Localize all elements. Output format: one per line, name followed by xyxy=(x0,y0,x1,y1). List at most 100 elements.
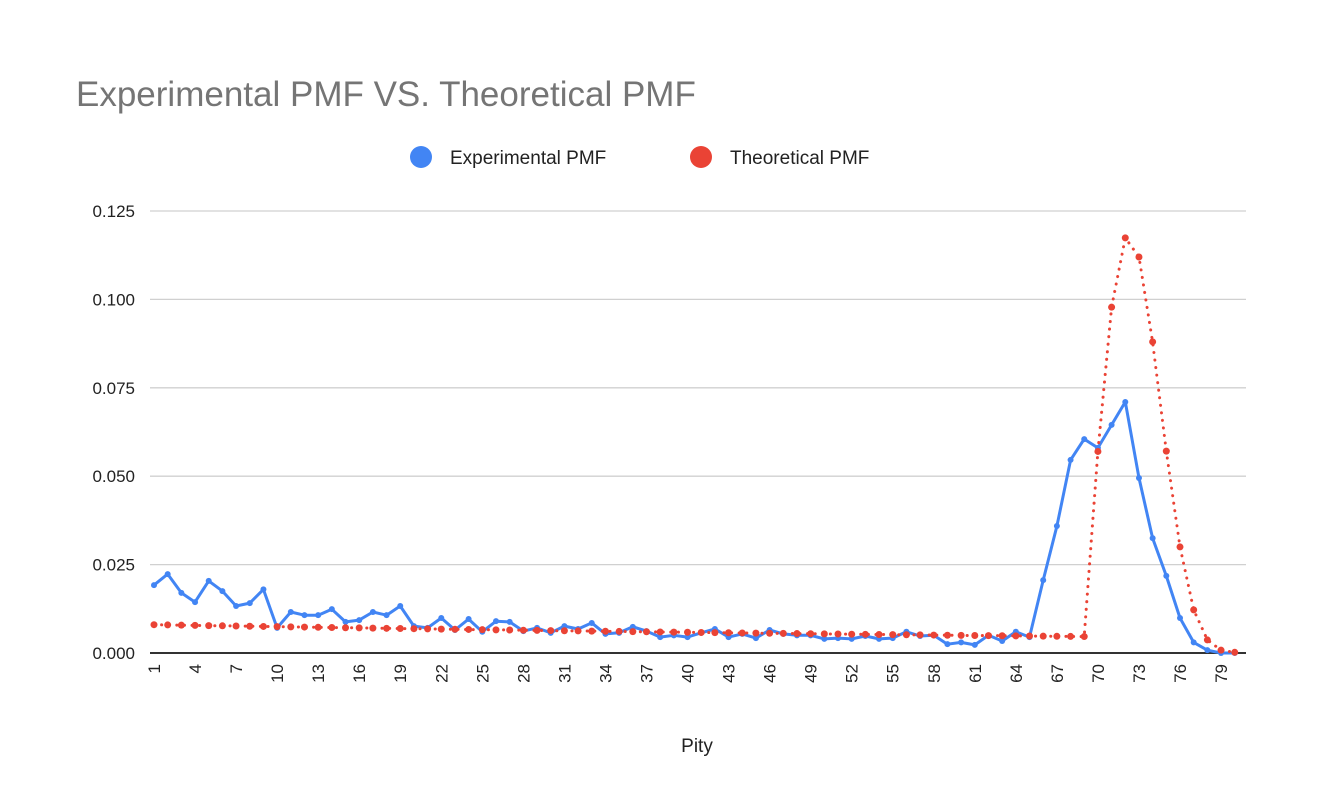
data-point-theoretical xyxy=(150,621,158,629)
data-point-theoretical xyxy=(629,628,637,636)
data-point-experimental xyxy=(821,635,828,642)
series-line-experimental xyxy=(152,400,1237,655)
data-point-theoretical xyxy=(752,629,760,637)
data-point-experimental xyxy=(178,589,185,596)
data-point-theoretical xyxy=(328,624,336,632)
data-point-theoretical xyxy=(670,628,678,636)
data-point-theoretical xyxy=(738,629,746,637)
data-point-experimental xyxy=(1067,456,1074,463)
data-point-theoretical xyxy=(492,626,500,634)
x-tick-label: 46 xyxy=(761,664,780,683)
data-point-experimental xyxy=(1149,535,1156,542)
data-point-theoretical xyxy=(916,631,924,639)
data-point-theoretical xyxy=(601,627,609,635)
data-point-experimental xyxy=(588,619,595,626)
y-tick-label: 0.100 xyxy=(92,290,135,309)
chart-title: Experimental PMF VS. Theoretical PMF xyxy=(76,75,696,114)
x-tick-label: 37 xyxy=(637,664,656,683)
data-point-theoretical xyxy=(519,626,527,634)
data-point-experimental xyxy=(1081,436,1088,443)
y-tick-label: 0.000 xyxy=(92,644,135,663)
data-point-experimental xyxy=(1108,421,1115,428)
data-point-theoretical xyxy=(259,622,267,630)
data-point-experimental xyxy=(328,606,335,613)
data-point-theoretical xyxy=(1231,648,1239,656)
data-point-theoretical xyxy=(560,627,568,635)
data-point-theoretical xyxy=(779,629,787,637)
x-tick-label: 58 xyxy=(925,664,944,683)
data-point-theoretical xyxy=(1026,632,1034,640)
data-point-theoretical xyxy=(1203,636,1211,644)
legend-item-theoretical[interactable]: Theoretical PMF xyxy=(690,146,869,169)
data-point-experimental xyxy=(493,618,499,625)
legend-label-theoretical: Theoretical PMF xyxy=(730,148,869,169)
data-point-theoretical xyxy=(711,629,719,637)
data-point-theoretical xyxy=(902,631,910,639)
data-point-theoretical xyxy=(1108,303,1116,311)
data-point-theoretical xyxy=(1121,234,1129,242)
data-point-theoretical xyxy=(1162,447,1170,455)
data-point-theoretical xyxy=(793,630,801,638)
data-point-theoretical xyxy=(1190,606,1198,614)
x-tick-label: 28 xyxy=(514,664,533,683)
x-tick-label: 52 xyxy=(843,664,862,683)
data-point-experimental xyxy=(971,641,978,648)
data-point-theoretical xyxy=(396,624,404,632)
data-point-theoretical xyxy=(1039,632,1047,640)
x-tick-label: 19 xyxy=(391,664,410,683)
x-tick-label: 22 xyxy=(432,664,451,683)
data-point-experimental xyxy=(369,608,376,615)
x-tick-label: 1 xyxy=(145,664,164,673)
data-point-theoretical xyxy=(191,621,199,629)
data-point-theoretical xyxy=(1053,632,1061,640)
data-point-experimental xyxy=(1190,639,1197,646)
data-point-theoretical xyxy=(506,626,514,634)
data-point-theoretical xyxy=(848,630,856,638)
x-tick-label: 61 xyxy=(966,664,985,683)
data-point-theoretical xyxy=(820,630,828,638)
data-point-experimental xyxy=(657,634,664,641)
x-tick-label: 40 xyxy=(679,664,698,683)
data-point-experimental xyxy=(301,612,308,619)
data-point-theoretical xyxy=(246,622,254,630)
legend-label-experimental: Experimental PMF xyxy=(450,148,606,169)
data-point-theoretical xyxy=(342,624,350,632)
data-point-theoretical xyxy=(943,631,951,639)
data-point-theoretical xyxy=(465,625,473,633)
data-point-experimental xyxy=(205,577,212,584)
data-point-theoretical xyxy=(314,623,322,631)
data-point-theoretical xyxy=(971,631,979,639)
data-point-theoretical xyxy=(875,630,883,638)
data-point-experimental xyxy=(342,618,349,625)
x-tick-label: 73 xyxy=(1130,664,1149,683)
data-point-theoretical xyxy=(1094,447,1102,455)
y-tick-label: 0.075 xyxy=(92,379,135,398)
data-point-theoretical xyxy=(615,627,623,635)
data-point-theoretical xyxy=(177,621,185,629)
data-point-theoretical xyxy=(684,628,692,636)
data-point-experimental xyxy=(233,602,240,609)
data-point-theoretical xyxy=(930,631,938,639)
x-tick-label: 25 xyxy=(473,664,492,683)
data-point-theoretical xyxy=(807,630,815,638)
data-point-theoretical xyxy=(451,625,459,633)
data-point-experimental xyxy=(219,588,226,595)
data-point-theoretical xyxy=(725,629,733,637)
data-point-theoretical xyxy=(164,621,172,629)
data-point-theoretical xyxy=(834,630,842,638)
data-point-theoretical xyxy=(1080,633,1088,641)
x-tick-label: 13 xyxy=(309,664,328,683)
data-point-theoretical xyxy=(383,624,391,632)
data-point-theoretical xyxy=(656,628,664,636)
x-tick-label: 49 xyxy=(802,664,821,683)
y-tick-label: 0.125 xyxy=(92,202,135,221)
data-point-experimental xyxy=(848,635,855,642)
data-point-experimental xyxy=(506,618,513,625)
data-point-theoretical xyxy=(574,627,582,635)
data-point-theoretical xyxy=(766,629,774,637)
data-point-theoretical xyxy=(861,630,869,638)
data-point-theoretical xyxy=(588,627,596,635)
legend-item-experimental[interactable]: Experimental PMF xyxy=(410,146,606,169)
x-axis-title: Pity xyxy=(681,736,713,757)
data-point-theoretical xyxy=(205,622,213,630)
